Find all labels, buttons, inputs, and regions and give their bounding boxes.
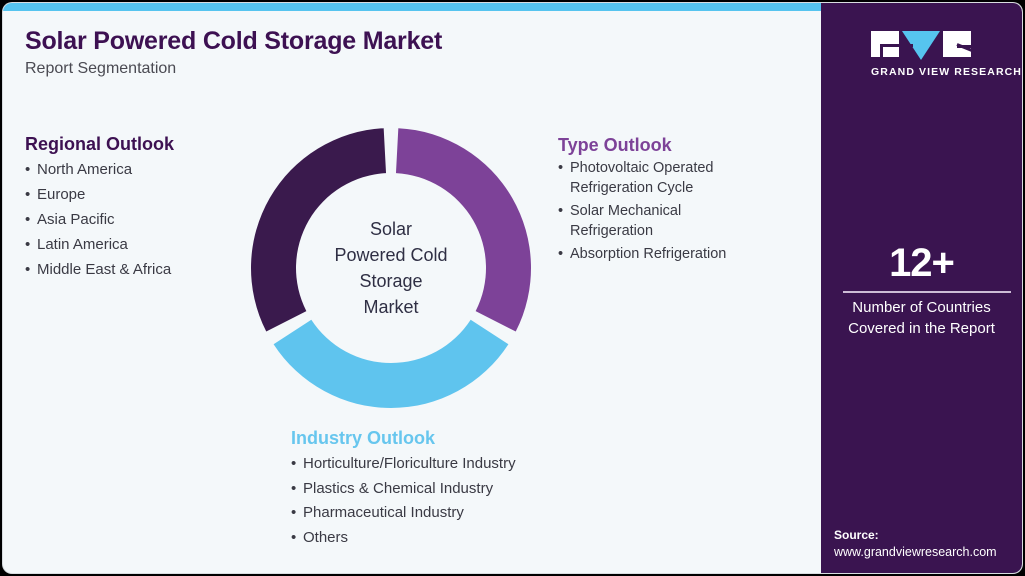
list-item: Middle East & Africa (25, 258, 265, 282)
list-item: Latin America (25, 233, 265, 257)
report-card: Solar Powered Cold Storage Market Report… (3, 3, 1022, 573)
stat-divider (843, 291, 1011, 293)
type-outlook-heading: Type Outlook (558, 135, 672, 155)
list-item: Solar Mechanical Refrigeration (558, 202, 803, 241)
list-item: Asia Pacific (25, 208, 265, 232)
source-block: Source: www.grandviewresearch.com (834, 527, 1022, 561)
list-item: Others (291, 526, 711, 550)
list-item: Europe (25, 183, 265, 207)
brand-panel: GRAND VIEW RESEARCH 12+ Number of Countr… (821, 3, 1022, 573)
source-url[interactable]: www.grandviewresearch.com (834, 545, 997, 559)
source-label: Source: (834, 528, 879, 542)
letter-g-icon (871, 31, 913, 57)
list-item-line: Refrigeration Cycle (570, 179, 694, 196)
regional-outlook-list: North America Europe Asia Pacific Latin … (25, 158, 265, 282)
regional-outlook-block: Regional Outlook North America Europe As… (25, 133, 265, 283)
type-outlook-block: Type Outlook Photovoltaic Operated Refri… (558, 134, 803, 269)
gvr-logo-text: GRAND VIEW RESEARCH (871, 66, 1022, 78)
stat-label-line: Covered in the Report (848, 320, 995, 337)
donut-segment (395, 128, 531, 332)
stat-label: Number of Countries Covered in the Repor… (821, 297, 1022, 339)
industry-outlook-block: Industry Outlook Horticulture/Floricultu… (291, 427, 711, 550)
donut-chart: Solar Powered Cold Storage Market (248, 125, 534, 411)
stat-label-line: Number of Countries (852, 299, 991, 316)
page-title: Solar Powered Cold Storage Market (25, 27, 443, 55)
regional-outlook-heading: Regional Outlook (25, 134, 175, 154)
page-subtitle: Report Segmentation (25, 60, 177, 77)
industry-outlook-heading: Industry Outlook (291, 428, 435, 448)
letter-r-icon (943, 31, 971, 57)
industry-outlook-list: Horticulture/Floriculture Industry Plast… (291, 452, 711, 549)
list-item-line: Photovoltaic Operated (570, 160, 714, 176)
list-item-line: Solar Mechanical (570, 203, 682, 219)
donut-chart-svg (251, 128, 531, 409)
stat-number: 12+ (889, 241, 955, 285)
list-item: Absorption Refrigeration (558, 245, 803, 265)
list-item: North America (25, 158, 265, 182)
list-item: Pharmaceutical Industry (291, 501, 711, 525)
top-accent-bar (3, 3, 822, 11)
list-item: Plastics & Chemical Industry (291, 477, 711, 501)
donut-segment (251, 128, 387, 332)
list-item-line: Refrigeration (570, 222, 654, 239)
gvr-logo-marks (871, 31, 971, 60)
list-item: Horticulture/Floriculture Industry (291, 452, 711, 476)
list-item-line: Absorption Refrigeration (570, 246, 727, 262)
type-outlook-list: Photovoltaic Operated Refrigeration Cycl… (558, 159, 803, 265)
list-item: Photovoltaic Operated Refrigeration Cycl… (558, 159, 803, 198)
gvr-logo: GRAND VIEW RESEARCH (871, 31, 1022, 78)
donut-segment (273, 319, 509, 409)
